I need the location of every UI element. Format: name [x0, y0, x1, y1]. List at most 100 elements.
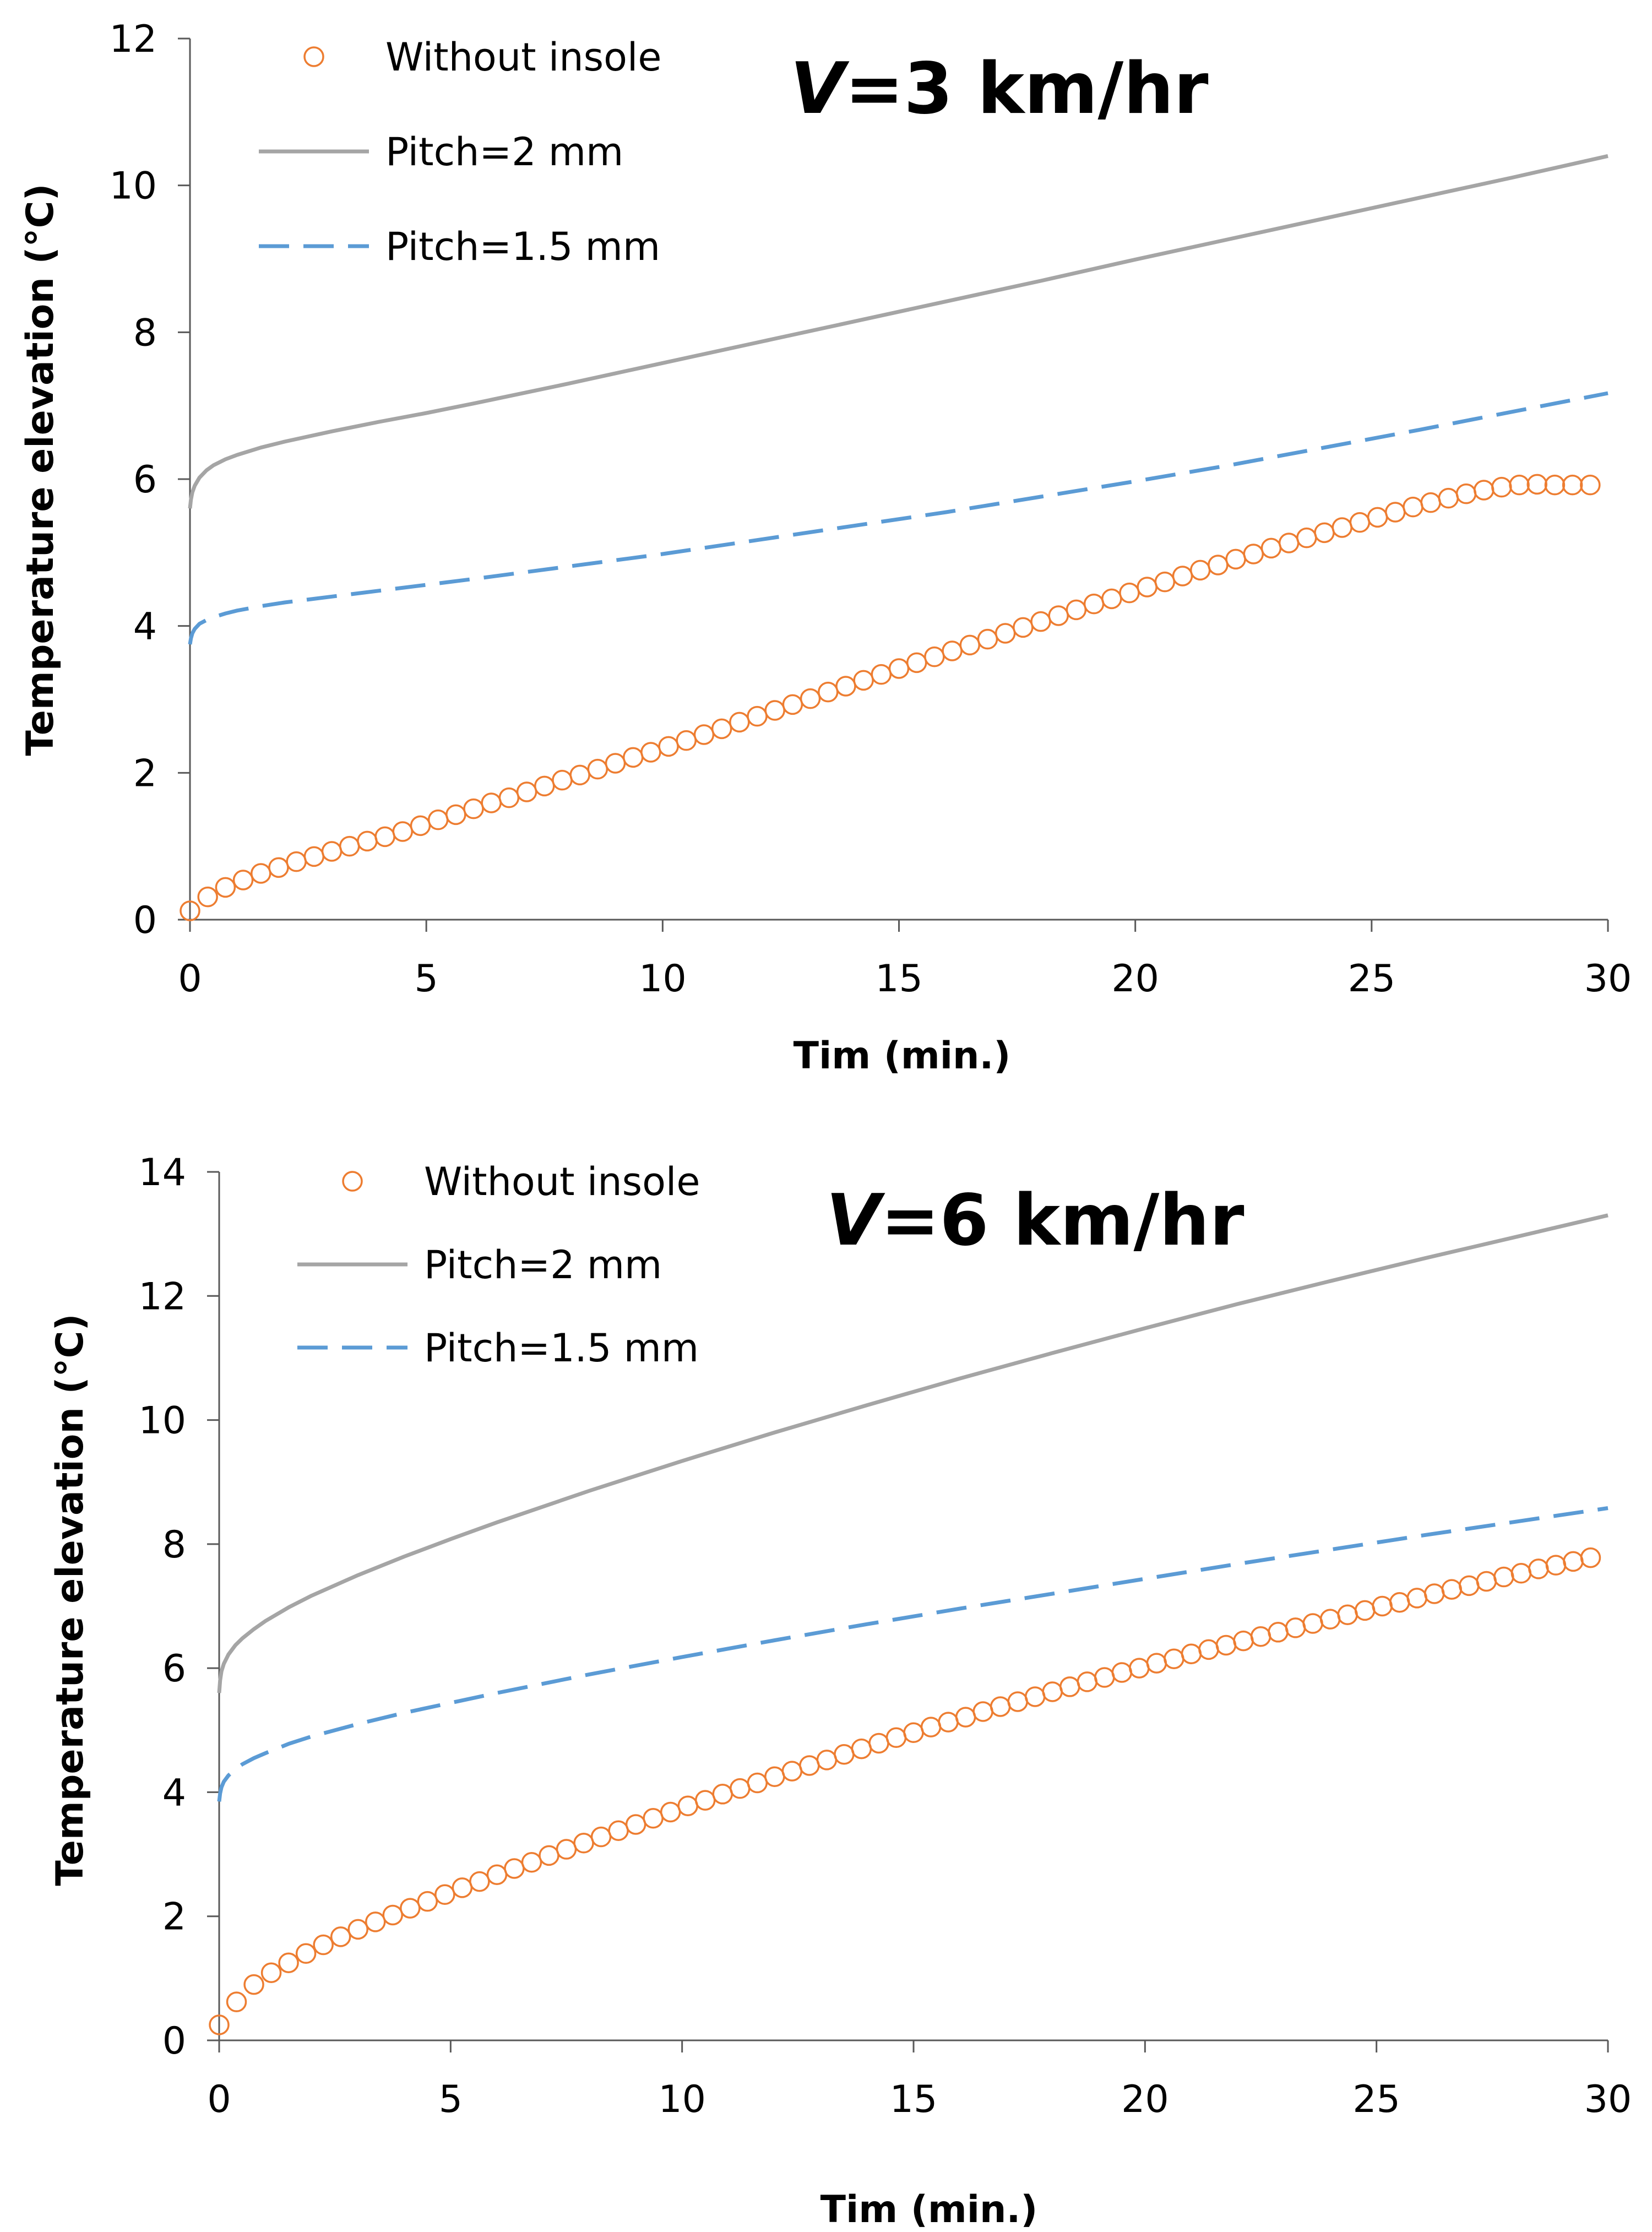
data-point [693, 724, 715, 745]
data-point [365, 1911, 386, 1932]
data-point [417, 1891, 438, 1912]
x-tick-label: 0 [207, 2078, 231, 2121]
data-point [1493, 1566, 1514, 1588]
data-point [764, 1766, 785, 1788]
data-point [573, 1833, 594, 1854]
y-tick-label: 6 [162, 1647, 186, 1691]
legend-marker [303, 46, 324, 67]
data-point [959, 634, 980, 656]
data-point [1048, 605, 1069, 626]
data-point [1094, 1667, 1115, 1688]
data-point [374, 826, 395, 848]
data-point [730, 1778, 751, 1799]
data-point [1172, 566, 1193, 586]
data-point [313, 1934, 334, 1956]
data-point [1296, 527, 1317, 549]
data-point [1438, 487, 1459, 509]
data-point [764, 700, 785, 721]
data-point [658, 736, 679, 757]
x-tick-label: 20 [1111, 957, 1159, 1001]
data-point [1563, 1551, 1584, 1572]
data-point [286, 851, 307, 872]
chart-bottom: V=6 km/hr Temperature elevation (°C) Tim… [48, 1151, 1632, 2231]
x-tick-label: 10 [639, 957, 687, 1001]
series-without-insole [209, 1547, 1601, 2035]
data-point [556, 1839, 577, 1860]
data-point [268, 857, 289, 878]
data-point [1349, 512, 1371, 533]
chart-title-text: =3 km/hr [845, 48, 1208, 130]
data-point [818, 681, 839, 703]
data-point [1189, 560, 1211, 581]
data-point [587, 758, 608, 780]
x-tick-label: 20 [1121, 2078, 1169, 2121]
data-point [1389, 1592, 1410, 1613]
data-point [1337, 1604, 1358, 1626]
data-point [1146, 1653, 1167, 1674]
data-point [445, 804, 466, 826]
y-tick-label: 8 [162, 1523, 186, 1567]
data-point [400, 1898, 421, 1919]
data-point [1332, 517, 1352, 538]
data-point [251, 863, 271, 884]
data-point [816, 1750, 838, 1771]
data-point [1101, 588, 1122, 610]
data-point [640, 742, 661, 763]
data-point [1208, 555, 1229, 575]
data-point [676, 730, 697, 751]
data-point [1042, 1681, 1063, 1702]
data-point [924, 646, 945, 667]
data-point [410, 815, 431, 837]
x-tick-label: 30 [1584, 2078, 1632, 2121]
legend-entry: Without insole [303, 35, 661, 80]
data-point [260, 1962, 282, 1983]
legend-label: Pitch=1.5 mm [385, 224, 660, 269]
chart-title-text: =6 km/hr [881, 1180, 1244, 1262]
y-tick-label: 0 [133, 899, 157, 942]
data-point [180, 900, 200, 921]
legend: Without insole Pitch=2 mm Pitch=1.5 mm [297, 1159, 700, 1371]
data-point [1510, 1563, 1532, 1584]
legend-label: Pitch=2 mm [385, 129, 623, 175]
data-point [920, 1717, 942, 1737]
y-axis-title: Temperature elevation (°C) [48, 1313, 92, 1886]
data-point [1083, 593, 1105, 615]
data-point [1403, 496, 1423, 518]
data-point [1580, 474, 1601, 496]
data-point [1077, 1671, 1097, 1692]
x-tick-label: 25 [1352, 2078, 1400, 2121]
x-tick-label: 25 [1348, 957, 1396, 1001]
y-tick-label: 10 [109, 165, 157, 208]
data-point [605, 753, 626, 774]
data-point [747, 705, 768, 727]
series-pitch-2mm [188, 154, 1608, 509]
legend-entry: Pitch=2 mm [259, 129, 623, 175]
data-point [452, 1877, 473, 1898]
data-point [834, 1744, 855, 1765]
data-point [694, 1790, 716, 1811]
data-point [977, 628, 998, 650]
y-tick-label: 6 [133, 458, 157, 502]
data-point [1111, 1662, 1133, 1683]
y-tick-label: 12 [109, 18, 157, 61]
data-point [590, 1826, 612, 1848]
legend-label: Pitch=1.5 mm [424, 1326, 699, 1371]
y-tick-label: 2 [162, 1896, 186, 1939]
data-point [1420, 492, 1441, 513]
data-point [1066, 599, 1087, 621]
chart-title: V=3 km/hr [790, 48, 1208, 130]
data-point [463, 798, 484, 819]
data-point [800, 688, 821, 709]
x-tick-label: 5 [415, 957, 438, 1001]
data-point [504, 1858, 525, 1879]
data-point [1233, 1630, 1254, 1652]
data-point [955, 1707, 976, 1728]
data-point [1164, 1648, 1184, 1669]
plot-area: 0 5 10 15 20 25 30 0 2 4 6 8 10 12 [109, 18, 1632, 1001]
y-axis-title: Temperature elevation (°C) [19, 183, 62, 756]
data-point [232, 870, 254, 890]
legend-entry: Without insole [342, 1159, 700, 1204]
data-point [243, 1974, 264, 1995]
data-point [330, 1926, 351, 1947]
data-point [427, 809, 449, 830]
